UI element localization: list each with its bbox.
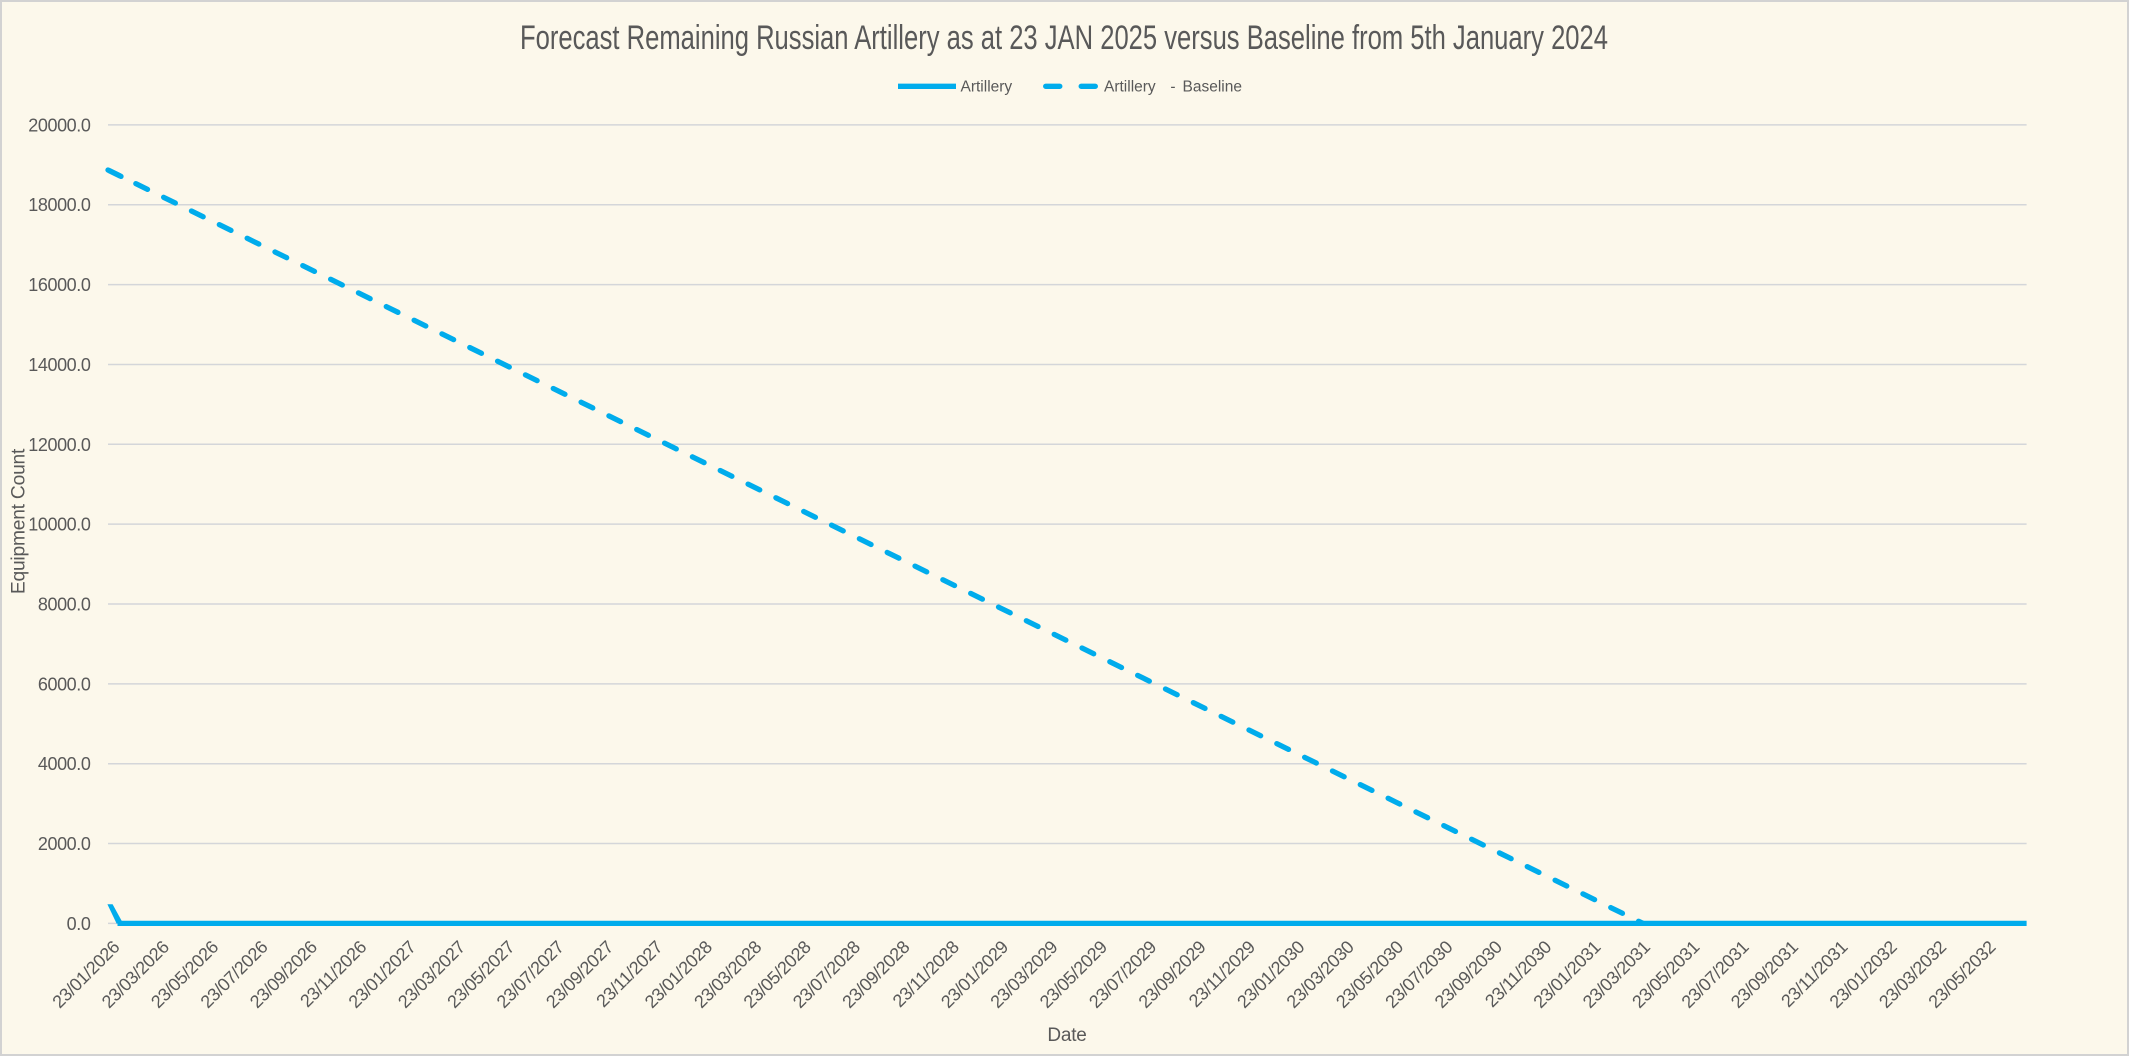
svg-text:2000.0: 2000.0 [38, 834, 91, 854]
svg-text:8000.0: 8000.0 [38, 595, 91, 615]
svg-text:14000.0: 14000.0 [28, 355, 91, 375]
svg-text:4000.0: 4000.0 [38, 754, 91, 774]
svg-text:16000.0: 16000.0 [28, 275, 91, 295]
svg-text:10000.0: 10000.0 [28, 515, 91, 535]
svg-text:Artillery: Artillery [1104, 79, 1156, 96]
svg-text:20000.0: 20000.0 [28, 115, 91, 135]
svg-text:18000.0: 18000.0 [28, 195, 91, 215]
svg-text:0.0: 0.0 [67, 914, 91, 934]
svg-text:Date: Date [1047, 1025, 1086, 1046]
svg-text:Artillery: Artillery [961, 79, 1013, 96]
svg-text:Forecast Remaining Russian Art: Forecast Remaining Russian Artillery as … [520, 19, 1608, 57]
svg-text:Baseline: Baseline [1183, 79, 1242, 96]
svg-text:Equipment Count: Equipment Count [9, 448, 30, 594]
svg-text:6000.0: 6000.0 [38, 674, 91, 694]
svg-text:12000.0: 12000.0 [28, 435, 91, 455]
svg-text:-: - [1170, 79, 1175, 96]
